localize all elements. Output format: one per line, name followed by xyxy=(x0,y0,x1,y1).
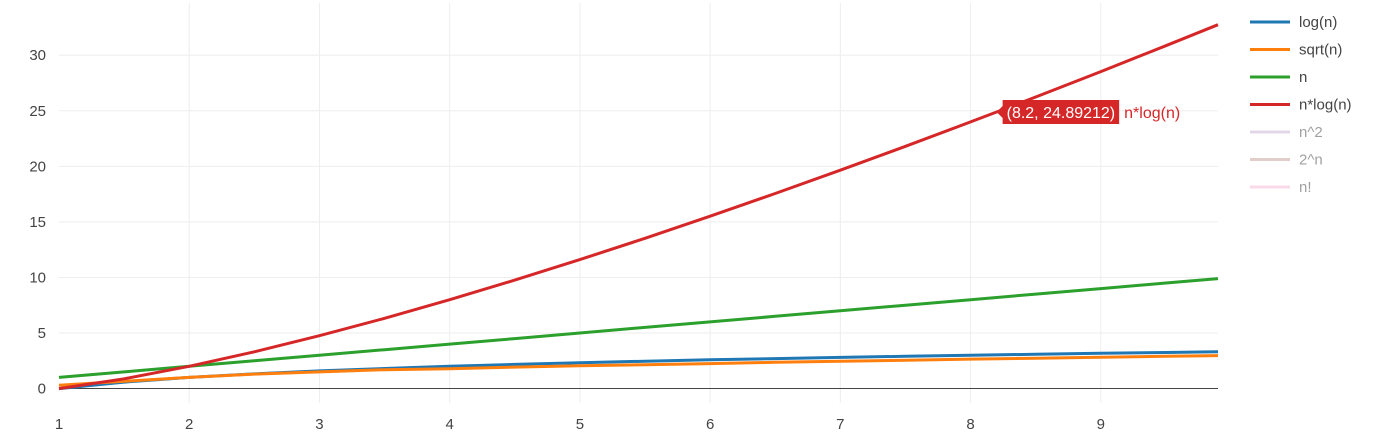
legend-label: n*log(n) xyxy=(1299,97,1352,114)
series-line[interactable] xyxy=(58,277,1219,379)
legend-item[interactable]: n^2 xyxy=(1250,124,1323,141)
x-tick-label: 7 xyxy=(836,416,844,433)
x-tick-label: 8 xyxy=(966,416,974,433)
x-tick-label: 2 xyxy=(185,416,193,433)
x-tick-label: 5 xyxy=(576,416,584,433)
series-line[interactable] xyxy=(58,354,1219,387)
x-tick-label: 3 xyxy=(315,416,323,433)
legend-item[interactable]: n xyxy=(1250,69,1307,86)
legend-item[interactable]: sqrt(n) xyxy=(1250,42,1342,59)
series-line[interactable] xyxy=(58,23,1219,391)
y-tick-label: 15 xyxy=(29,214,46,231)
legend-item[interactable]: 2^n xyxy=(1250,152,1323,169)
gridlines xyxy=(59,3,1218,403)
legend-label: log(n) xyxy=(1299,14,1337,31)
y-tick-label: 25 xyxy=(29,103,46,120)
y-tick-label: 30 xyxy=(29,47,46,64)
legend-label: n xyxy=(1299,69,1307,86)
series-lines xyxy=(58,23,1219,391)
legend-item[interactable]: n! xyxy=(1250,179,1312,196)
x-tick-label: 1 xyxy=(55,416,63,433)
legend-label: n! xyxy=(1299,179,1312,196)
legend[interactable]: log(n) sqrt(n) n n*log(n) n^2 2^n n! xyxy=(1250,14,1352,196)
x-tick-label: 6 xyxy=(706,416,714,433)
axes: 1 2 3 4 5 6 7 8 9 0 5 10 15 20 25 30 xyxy=(29,47,1218,433)
y-tick-label: 5 xyxy=(38,325,46,342)
y-tick-label: 20 xyxy=(29,158,46,175)
y-tick-label: 0 xyxy=(38,381,46,398)
hover-box xyxy=(996,99,1120,124)
legend-label: n^2 xyxy=(1299,124,1323,141)
legend-label: sqrt(n) xyxy=(1299,42,1342,59)
x-tick-label: 4 xyxy=(446,416,454,433)
hover-value-label: (8.2, 24.89212) xyxy=(1007,105,1116,122)
hover-series-label: n*log(n) xyxy=(1124,105,1180,122)
y-tick-label: 10 xyxy=(29,269,46,286)
hover-tooltip: (8.2, 24.89212) n*log(n) xyxy=(996,99,1180,124)
legend-item[interactable]: n*log(n) xyxy=(1250,97,1352,114)
legend-item[interactable]: log(n) xyxy=(1250,14,1337,31)
x-tick-label: 9 xyxy=(1097,416,1105,433)
legend-label: 2^n xyxy=(1299,152,1323,169)
